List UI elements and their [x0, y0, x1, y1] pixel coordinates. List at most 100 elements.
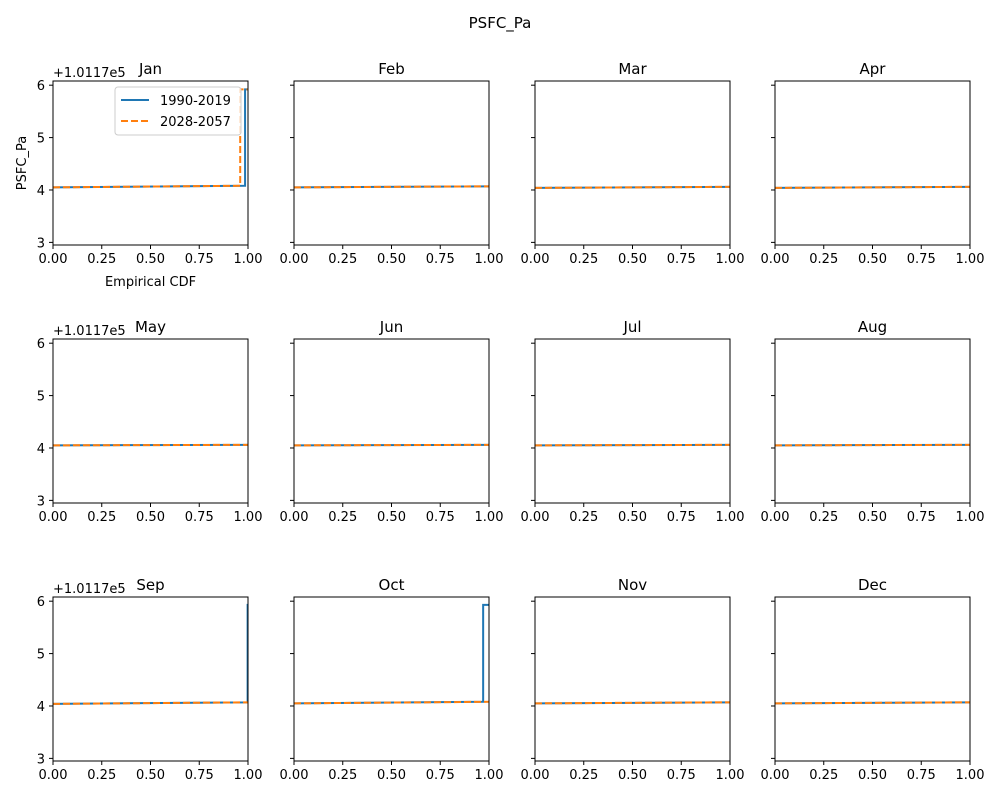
y-tick-label: 3	[37, 752, 45, 767]
x-tick-label: 0.00	[39, 510, 68, 525]
x-tick-label: 0.50	[377, 252, 406, 267]
x-tick-label: 0.25	[569, 510, 598, 525]
panel-feb: Feb 0.00 0.25 0.50 0.75 1.00	[280, 60, 504, 267]
x-tick-label: 0.50	[377, 510, 406, 525]
x-tick-label: 0.25	[328, 252, 357, 267]
x-tick-label: 0.00	[761, 510, 790, 525]
x-tick-label: 1.00	[716, 768, 745, 783]
x-tick-label: 0.75	[667, 510, 696, 525]
y-tick-label: 6	[37, 337, 45, 352]
panel-may: May 0.00 0.25 0.50 0.75 1.00 3 4 5 6 +1.0117e5	[37, 318, 263, 525]
panel-apr: Apr 0.00 0.25 0.50 0.75 1.00	[761, 60, 985, 267]
x-tick-label: 0.00	[521, 252, 550, 267]
panel-title-aug: Aug	[858, 318, 887, 336]
panel-mar: Mar 0.00 0.25 0.50 0.75 1.00	[521, 60, 745, 267]
y-tick-label: 3	[37, 494, 45, 509]
x-tick-label: 0.00	[761, 252, 790, 267]
x-tick-label: 0.00	[280, 252, 309, 267]
legend: 1990-2019 2028-2057	[114, 86, 242, 136]
x-tick-label: 0.50	[858, 510, 887, 525]
y-tick-label: 5	[37, 390, 45, 405]
panel-jan: Jan 0.00 0.25 0.50 0.75 1.00 3 4 5 6 +1.0117e5	[37, 60, 263, 267]
x-tick-label: 0.75	[907, 510, 936, 525]
series-line-future-jan	[53, 88, 248, 189]
x-tick-label: 1.00	[716, 252, 745, 267]
y-axis-label: PSFC_Pa	[15, 136, 30, 190]
panel-title-nov: Nov	[618, 576, 647, 594]
y-offset-text: +1.0117e5	[53, 324, 126, 339]
series-line-future-apr	[775, 185, 970, 189]
panel-title-sep: Sep	[136, 576, 164, 594]
panel-title-oct: Oct	[379, 576, 405, 594]
x-tick-label: 0.50	[136, 252, 165, 267]
x-tick-label: 0.25	[569, 252, 598, 267]
y-offset-text: +1.0117e5	[53, 582, 126, 597]
x-tick-label: 0.25	[328, 768, 357, 783]
series-line-future-jun	[294, 443, 489, 447]
x-tick-label: 0.25	[87, 768, 116, 783]
y-tick-label: 5	[37, 648, 45, 663]
x-tick-label: 0.75	[185, 252, 214, 267]
x-tick-label: 1.00	[956, 768, 985, 783]
x-tick-label: 1.00	[234, 768, 263, 783]
series-line-future-aug	[775, 443, 970, 447]
x-tick-label: 0.75	[907, 768, 936, 783]
x-tick-label: 1.00	[234, 252, 263, 267]
x-tick-label: 0.25	[809, 510, 838, 525]
series-line-future-jul	[535, 443, 730, 447]
x-tick-label: 0.50	[136, 510, 165, 525]
y-tick-label: 6	[37, 595, 45, 610]
x-tick-label: 1.00	[716, 510, 745, 525]
annotations: PSFC_Pa Empirical CDF	[15, 136, 196, 290]
x-tick-label: 0.00	[39, 252, 68, 267]
x-tick-label: 0.00	[39, 768, 68, 783]
series-line-future-dec	[775, 701, 970, 705]
panel-title-mar: Mar	[618, 60, 647, 78]
series-line-future-oct	[294, 700, 489, 705]
x-tick-label: 1.00	[956, 510, 985, 525]
x-tick-label: 1.00	[475, 510, 504, 525]
x-tick-label: 1.00	[956, 252, 985, 267]
panel-title-may: May	[135, 318, 166, 336]
series-line-future-nov	[535, 701, 730, 705]
x-tick-label: 0.00	[521, 510, 550, 525]
series-line-future-sep	[53, 701, 248, 705]
x-tick-label: 0.50	[136, 768, 165, 783]
y-tick-label: 4	[37, 184, 45, 199]
x-tick-label: 0.75	[426, 252, 455, 267]
panel-aug: Aug 0.00 0.25 0.50 0.75 1.00	[761, 318, 985, 525]
x-tick-label: 0.75	[185, 510, 214, 525]
y-tick-label: 6	[37, 79, 45, 94]
x-tick-label: 0.50	[377, 768, 406, 783]
x-tick-label: 0.75	[426, 768, 455, 783]
x-tick-label: 0.25	[87, 252, 116, 267]
panel-grid: Jan 0.00 0.25 0.50 0.75 1.00 3 4 5 6 +1.0117e5 Feb 0…	[37, 60, 985, 783]
x-tick-label: 0.25	[809, 768, 838, 783]
x-tick-label: 1.00	[234, 510, 263, 525]
panel-jun: Jun 0.00 0.25 0.50 0.75 1.00	[280, 318, 504, 525]
series-line-future-feb	[294, 185, 489, 189]
y-tick-label: 3	[37, 236, 45, 251]
series-line-future-mar	[535, 185, 730, 189]
x-axis-label: Empirical CDF	[105, 275, 196, 290]
x-tick-label: 0.50	[858, 252, 887, 267]
x-tick-label: 0.50	[858, 768, 887, 783]
panel-sep: Sep 0.00 0.25 0.50 0.75 1.00 3 4 5 6 +1.0117e5	[37, 576, 263, 783]
legend-label-2028-2057: 2028-2057	[160, 115, 231, 130]
x-tick-label: 0.75	[426, 510, 455, 525]
x-tick-label: 0.50	[618, 510, 647, 525]
x-tick-label: 0.25	[569, 768, 598, 783]
x-tick-label: 0.25	[809, 252, 838, 267]
panel-title-jan: Jan	[138, 60, 162, 78]
x-tick-label: 0.00	[761, 768, 790, 783]
panel-title-apr: Apr	[860, 60, 887, 78]
panel-title-jul: Jul	[622, 318, 641, 336]
y-tick-label: 4	[37, 700, 45, 715]
x-tick-label: 0.75	[667, 768, 696, 783]
y-tick-label: 5	[37, 132, 45, 147]
x-tick-label: 0.25	[87, 510, 116, 525]
x-tick-label: 0.75	[185, 768, 214, 783]
x-tick-label: 0.50	[618, 768, 647, 783]
panel-jul: Jul 0.00 0.25 0.50 0.75 1.00	[521, 318, 745, 525]
panel-title-dec: Dec	[858, 576, 887, 594]
